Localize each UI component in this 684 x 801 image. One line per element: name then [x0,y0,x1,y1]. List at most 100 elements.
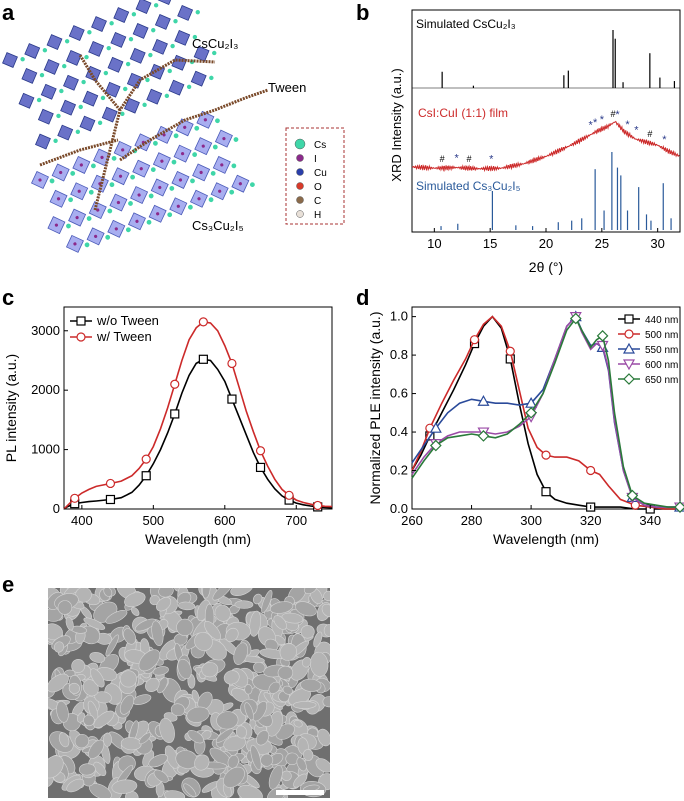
atom-legend-label: Cu [314,168,327,179]
cs-atom [170,43,175,49]
xrd-hash-marker: # [610,109,615,119]
sem-grain [187,730,204,744]
sem-grain [300,625,315,639]
data-point [569,312,582,325]
cu-polyhedron [82,90,99,107]
crystal-structure-illustration [2,0,269,253]
atom-legend-swatch [296,196,304,204]
cs-atom [42,48,48,53]
cu-polyhedron [57,124,74,141]
cu-polyhedron [46,34,63,50]
i-atom [100,155,104,160]
sem-grain [223,735,247,752]
cs-atom [210,170,216,176]
i-atom [218,189,222,193]
sem-grain [183,783,197,798]
xrd-star-marker: * [489,153,494,165]
panel-letter-e: e [2,572,15,597]
x-tick-label: 500 [142,513,164,528]
sem-grain [65,616,74,631]
x-tick-label: 25 [595,236,609,251]
data-point [477,430,490,442]
xrd-star-marker: * [589,120,594,132]
cs-atom [186,84,192,90]
sem-grain [322,696,330,708]
cs-atom [192,34,198,40]
y-tick-label: 3000 [31,323,60,338]
cu-polyhedron [65,49,82,66]
cu-polyhedron [104,81,121,98]
cs-atom [209,75,214,81]
sem-grain [152,666,169,676]
cs-atom [103,70,109,76]
cs-atom [194,125,200,131]
series-line [63,321,333,510]
cs-atom [249,182,255,188]
sem-grain [148,754,168,768]
x-tick-label: 20 [539,236,553,251]
sem-grain [93,710,115,728]
sem-grain [295,601,317,617]
y-tick-label: 0 [53,501,60,516]
x-tick-label: 30 [650,236,664,251]
xrd-film-line [411,120,680,173]
sem-grain [296,757,307,772]
cs-atom [107,208,113,214]
i-atom [56,197,61,201]
i-atom [183,125,187,129]
xrd-star-marker: * [625,119,630,131]
i-atom [79,163,83,167]
cs-atom [208,197,214,203]
atom-legend-swatch [296,154,304,162]
cs-atom [100,95,106,101]
i-atom [73,242,77,246]
sem-grain [282,685,293,695]
cscu2i3-block [2,0,217,150]
cu-polyhedron [37,108,54,125]
xrd-series-label-3: Simulated Cs₃Cu₂I₅ [416,179,521,193]
sem-grain [94,691,112,704]
cs-atom [167,68,172,74]
cu-polyhedron [35,133,51,150]
sem-grain [138,649,161,672]
i-atom [121,148,125,152]
series-line [411,315,680,508]
legend-label: w/ Tween [96,329,152,344]
sem-grain [301,656,312,668]
data-point [313,500,323,511]
cs-atom [49,178,55,184]
data-point [284,490,294,500]
sem-grain [269,601,294,614]
cs-atom [59,88,64,94]
data-point [429,439,442,452]
cu-polyhedron [146,88,163,105]
i-atom [238,182,242,186]
cs-atom [145,77,150,83]
sem-grain [303,588,317,594]
i-atom [180,152,185,156]
sem-grain [119,670,137,688]
cs-atom [90,163,96,169]
sem-grain [57,600,73,615]
cu-polyhedron [43,58,60,75]
data-point [429,421,442,433]
sem-grain [119,694,135,715]
ple-plot-frame [411,306,681,510]
cs-atom [164,93,170,99]
legend: 440 nm 500 nm 550 nm 600 nm 650 nm [618,314,678,386]
cu-polyhedron [18,92,35,109]
sem-grain [56,700,69,723]
x-tick-label: 400 [71,513,93,528]
sem-grain [68,682,81,694]
sem-grain [105,609,128,624]
legend-label: 500 nm [645,330,678,341]
data-point [198,354,208,364]
data-point [623,373,635,385]
cs-atom [233,137,239,142]
sem-grain [48,755,64,779]
sem-grain [323,590,330,602]
cs-atom [171,159,177,165]
cs-atom [105,234,111,240]
xrd-hash-marker: # [647,129,652,139]
